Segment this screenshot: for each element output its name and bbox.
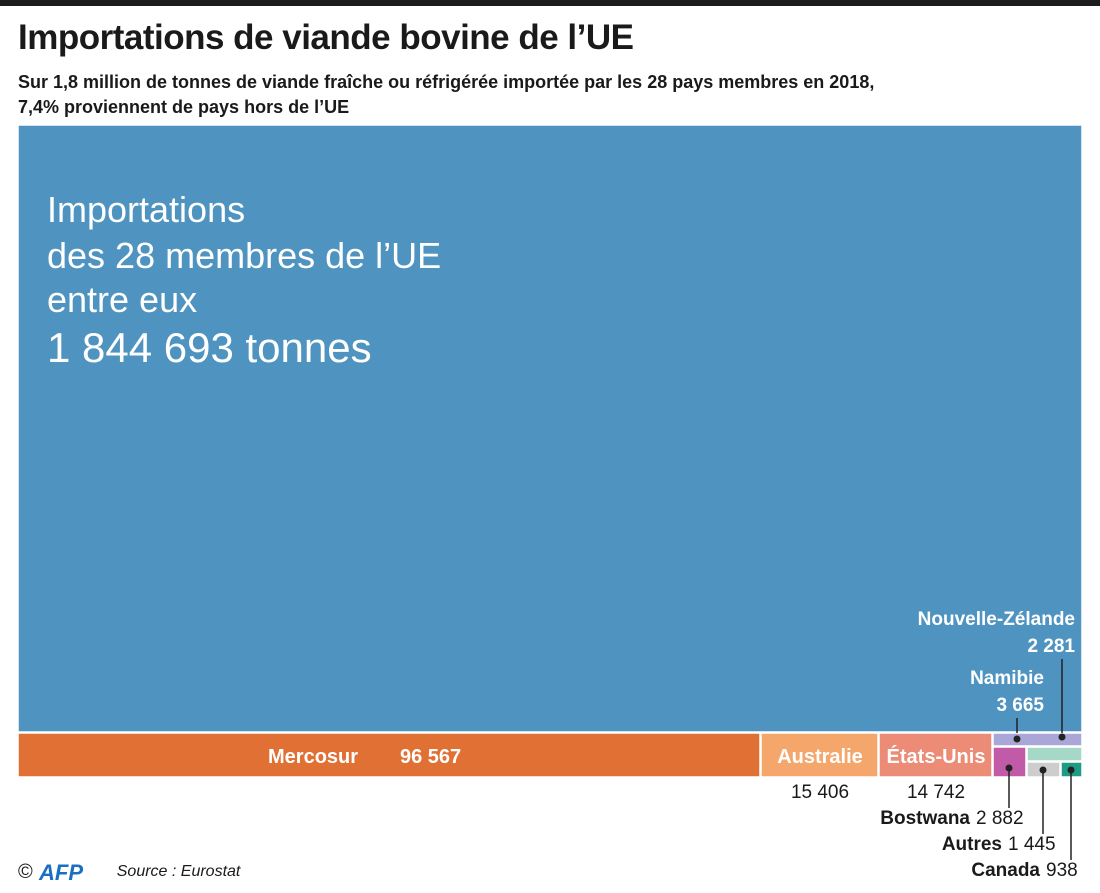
copyright-symbol: ©: [18, 860, 33, 883]
mercosur-label: Mercosur: [268, 746, 358, 768]
canada-leader-dot: [1067, 766, 1075, 774]
nouvelle-zelande-leader-dot: [1058, 733, 1066, 741]
mercosur-value: 96 567: [400, 746, 461, 768]
afp-logo: AFP: [38, 860, 83, 884]
australie-value: 15 406: [791, 782, 849, 803]
source-note: Source : Eurostat: [116, 863, 241, 880]
treemap-block-intra-eu: [17, 124, 1083, 733]
intra-eu-label-line-1: Importations: [47, 189, 245, 230]
treemap-block-nouvelle-zelande: [1026, 746, 1083, 762]
chart-subtitle: Sur 1,8 million de tonnes de viande fraî…: [18, 70, 1078, 120]
nouvelle-zelande-label: Nouvelle-Zélande: [918, 609, 1075, 630]
bostwana-label: Bostwana: [880, 808, 970, 829]
autres-value: 1 445: [1008, 834, 1056, 855]
bostwana-value: 2 882: [976, 808, 1024, 829]
treemap-block-namibie: [992, 732, 1083, 747]
autres-label: Autres: [942, 834, 1002, 855]
chart-title: Importations de viande bovine de l’UE: [18, 18, 634, 57]
subtitle-line-1: Sur 1,8 million de tonnes de viande fraî…: [18, 72, 875, 92]
intra-eu-value-label: 1 844 693 tonnes: [47, 324, 372, 371]
bostwana-leader-dot: [1005, 764, 1013, 772]
autres-leader-dot: [1039, 766, 1047, 774]
nouvelle-zelande-value: 2 281: [1027, 636, 1075, 657]
australie-label: Australie: [777, 746, 863, 768]
namibie-label: Namibie: [970, 668, 1044, 689]
treemap-block-mercosur: [17, 732, 761, 778]
canada-value: 938: [1046, 860, 1078, 881]
treemap-block-australie: [760, 732, 879, 778]
namibie-leader-dot: [1013, 735, 1021, 743]
footer: © AFP Source : Eurostat: [18, 858, 240, 886]
canada-label: Canada: [971, 860, 1040, 881]
etats-unis-label: États-Unis: [887, 745, 986, 768]
intra-eu-label-line-3: entre eux: [47, 279, 197, 320]
intra-eu-label-line-2: des 28 membres de l’UE: [47, 235, 441, 276]
treemap-block-etats-unis: [878, 732, 993, 778]
afp-logo-text: AFP: [38, 860, 83, 884]
etats-unis-value: 14 742: [907, 782, 965, 803]
top-rule: [0, 0, 1100, 6]
namibie-value: 3 665: [996, 695, 1044, 716]
subtitle-line-2: 7,4% proviennent de pays hors de l’UE: [18, 97, 350, 117]
